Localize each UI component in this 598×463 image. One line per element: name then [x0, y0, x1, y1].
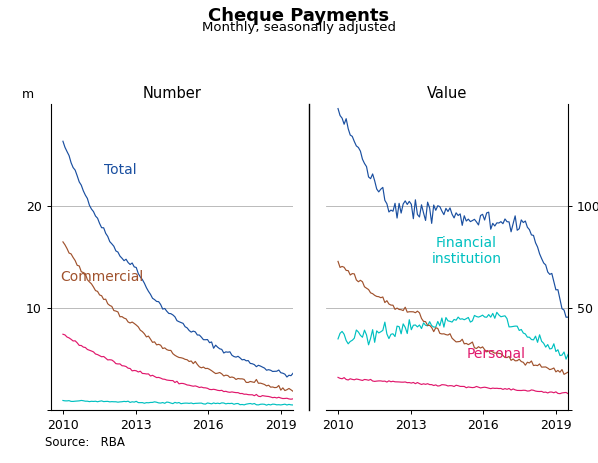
Text: Personal: Personal	[466, 347, 526, 361]
Text: Commercial: Commercial	[60, 270, 144, 284]
Text: Cheque Payments: Cheque Payments	[209, 7, 389, 25]
Text: Total: Total	[104, 163, 137, 177]
Text: $b: $b	[597, 88, 598, 101]
Text: m: m	[22, 88, 34, 101]
Text: Number: Number	[142, 86, 202, 101]
Text: Value: Value	[427, 86, 467, 101]
Text: Monthly, seasonally adjusted: Monthly, seasonally adjusted	[202, 21, 396, 34]
Text: Source:   RBA: Source: RBA	[45, 436, 125, 449]
Text: Financial
institution: Financial institution	[431, 236, 501, 266]
